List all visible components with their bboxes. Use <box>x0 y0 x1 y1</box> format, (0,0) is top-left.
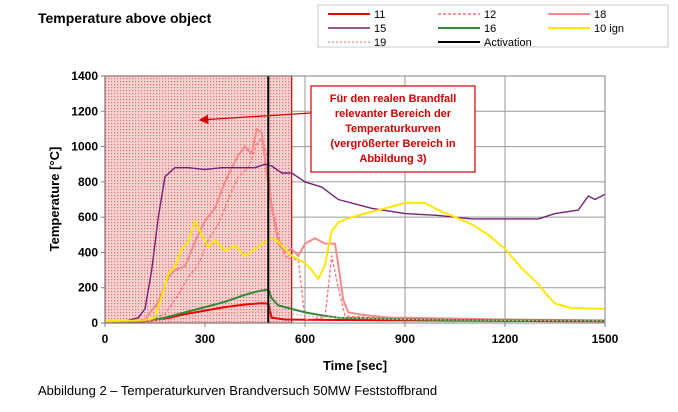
temperature-chart: Temperature above object 11 12 18 15 16 10 ig… <box>38 4 669 373</box>
annotation-arrow <box>198 112 312 125</box>
legend-label: 15 <box>374 23 386 35</box>
y-tick-label: 1200 <box>71 104 98 118</box>
legend: 11 12 18 15 16 10 ign 19 Activation <box>317 4 669 49</box>
caption-prefix: Abbildung 2 <box>38 383 107 398</box>
x-tick-label: 1200 <box>492 332 519 346</box>
legend-label: 11 <box>374 9 385 21</box>
legend-label: Activation <box>484 37 532 49</box>
x-axis-label: Time [sec] <box>323 358 387 373</box>
x-tick-label: 1500 <box>592 332 619 346</box>
annotation-line: (vergrößerter Bereich in <box>330 138 456 150</box>
series-line-10-ign <box>104 202 606 323</box>
legend-label: 10 ign <box>594 23 624 35</box>
annotation-box <box>310 85 476 173</box>
y-axis-label: Temperature [°C] <box>47 147 62 252</box>
y-tick-label: 600 <box>78 210 98 224</box>
annotation-line: Für den realen Brandfall <box>330 93 457 105</box>
annotation-line: Abbildung 3) <box>359 153 427 165</box>
annotation-line: Temperaturkurven <box>345 123 441 135</box>
plot-border <box>104 75 606 324</box>
y-tick-label: 800 <box>78 175 98 189</box>
legend-label: 18 <box>594 9 606 21</box>
x-tick-label: 300 <box>195 332 215 346</box>
region-rect <box>104 75 293 324</box>
axes: 0 300 600 900 1200 1500 0 200 400 600 800 1000 1200 1… <box>71 69 618 346</box>
annotation-line: relevanter Bereich der <box>335 108 452 120</box>
legend-label: 12 <box>484 9 496 21</box>
legend-label: 19 <box>374 37 386 49</box>
chart-title: Temperature above object <box>38 10 212 26</box>
x-tick-label: 600 <box>295 332 315 346</box>
series-line-12 <box>104 137 606 323</box>
series-line-19 <box>104 310 606 323</box>
y-tick-label: 1000 <box>71 140 98 154</box>
x-tick-label: 900 <box>395 332 415 346</box>
figure-caption: Abbildung 2 – Temperaturkurven Brandvers… <box>38 383 437 398</box>
y-tick-label: 0 <box>91 316 98 330</box>
series-layer <box>104 76 606 324</box>
series-line-15 <box>104 163 606 323</box>
y-tick-label: 400 <box>78 245 98 259</box>
legend-label: 16 <box>484 23 496 35</box>
y-tick-label: 200 <box>78 281 98 295</box>
y-tick-label: 1400 <box>71 69 98 83</box>
x-tick-label: 0 <box>102 332 109 346</box>
legend-box <box>317 4 669 48</box>
annotation: Für den realen Brandfall relevanter Berei… <box>198 85 476 173</box>
relevant-region <box>104 75 293 324</box>
caption-text: – Temperaturkurven Brandversuch 50MW Fes… <box>106 383 438 398</box>
